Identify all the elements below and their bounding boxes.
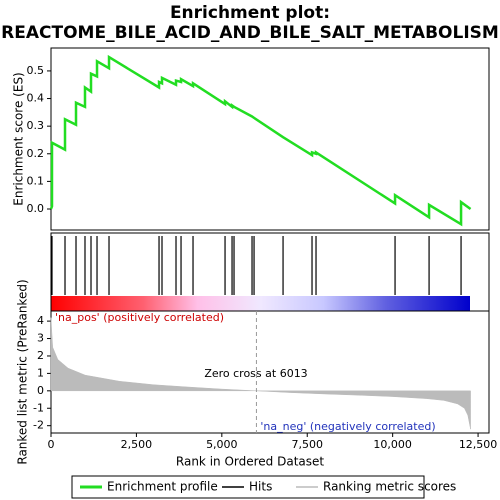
y-tick-label: 0.5 (27, 64, 45, 77)
annotation: Zero cross at 6013 (204, 367, 307, 380)
x-tick-label: 12,500 (459, 438, 498, 451)
y2-tick-label: 2 (37, 349, 44, 362)
x-tick-label: 10,000 (373, 438, 412, 451)
legend (71, 475, 425, 499)
color-band (51, 296, 470, 311)
x-tick-label: 0 (48, 438, 55, 451)
metric-area (50, 317, 471, 430)
x-axis-label: Rank in Ordered Dataset (176, 455, 324, 469)
y-tick-label: 0.3 (27, 119, 45, 132)
y2-tick-label: 1 (37, 366, 44, 379)
annotation: 'na_neg' (negatively correlated) (260, 420, 435, 433)
chart-title: REACTOME_BILE_ACID_AND_BILE_SALT_METABOL… (1, 23, 499, 43)
y-tick-label: 0.4 (27, 92, 45, 105)
es-panel (50, 47, 490, 231)
chart-title: Enrichment plot: (170, 3, 330, 23)
y-axis-label: Enrichment score (ES) (12, 72, 26, 205)
es-line (49, 54, 472, 227)
legend-label: Hits (249, 480, 272, 494)
legend-label: Ranking metric scores (323, 480, 456, 494)
legend-label: Enrichment profile (107, 480, 218, 494)
x-tick-label: 7,500 (291, 438, 323, 451)
y2-tick-label: 4 (37, 314, 44, 327)
x-tick-label: 5,000 (206, 438, 238, 451)
y-tick-label: 0.1 (27, 174, 45, 187)
x-tick-label: 2,500 (121, 438, 153, 451)
y-tick-label: 0.0 (27, 202, 45, 215)
y2-tick-label: 3 (37, 332, 44, 345)
y2-axis-label: Ranked list metric (PreRanked) (16, 279, 30, 464)
y-tick-label: 0.2 (27, 147, 45, 160)
y2-tick-label: -2 (33, 419, 44, 432)
y2-tick-label: -1 (33, 401, 44, 414)
y2-tick-label: 0 (37, 384, 44, 397)
annotation: 'na_pos' (positively correlated) (55, 311, 224, 324)
